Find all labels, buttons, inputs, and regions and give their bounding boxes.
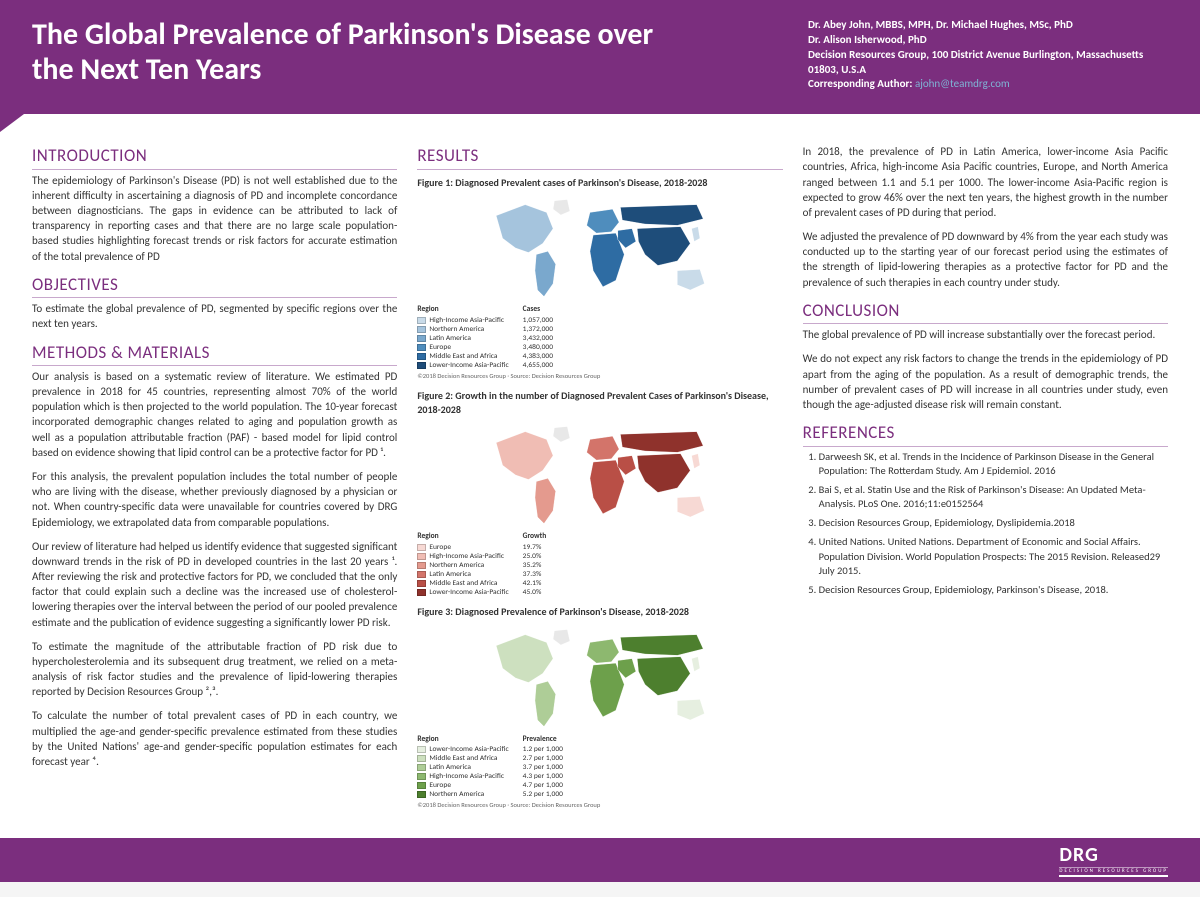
figure-2-map: RegionEuropeHigh-Income Asia-PacificNort… (417, 420, 782, 596)
heading-introduction: INTRODUCTION (32, 144, 397, 169)
organization: Decision Resources Group, 100 District A… (808, 48, 1168, 78)
poster: The Global Prevalence of Parkinson's Dis… (0, 0, 1200, 882)
intro-p1: The epidemiology of Parkinson's Disease … (32, 173, 397, 264)
methods-p5: To calculate the number of total prevale… (32, 708, 397, 769)
map-legend: RegionEuropeHigh-Income Asia-PacificNort… (417, 532, 782, 596)
authors-block: Dr. Abey John, MBBS, MPH, Dr. Michael Hu… (808, 18, 1168, 92)
poster-body: INTRODUCTION The epidemiology of Parkins… (0, 114, 1200, 838)
reference-item: Decision Resources Group, Epidemiology, … (819, 583, 1168, 597)
footer: DRG DECISION RESOURCES GROUP (0, 838, 1200, 882)
figure-3-map: RegionLower-Income Asia-PacificMiddle Ea… (417, 623, 782, 810)
figure-1-caption: Figure 1: Diagnosed Prevalent cases of P… (417, 176, 782, 190)
results-p2: We adjusted the prevalence of PD downwar… (803, 229, 1168, 290)
map-legend: RegionLower-Income Asia-PacificMiddle Ea… (417, 735, 782, 799)
reference-item: United Nations. United Nations. Departme… (819, 535, 1168, 578)
objectives-p1: To estimate the global prevalence of PD,… (32, 301, 397, 331)
poster-title: The Global Prevalence of Parkinson's Dis… (32, 18, 672, 87)
heading-methods: METHODS & MATERIALS (32, 341, 397, 366)
author-email[interactable]: ajohn@teamdrg.com (915, 77, 1010, 90)
column-right: In 2018, the prevalence of PD in Latin A… (803, 144, 1168, 818)
figure-3-caption: Figure 3: Diagnosed Prevalence of Parkin… (417, 605, 782, 619)
results-p1: In 2018, the prevalence of PD in Latin A… (803, 144, 1168, 220)
authors-line-2: Dr. Alison Isherwood, PhD (808, 33, 1168, 48)
methods-p1: Our analysis is based on a systematic re… (32, 369, 397, 460)
heading-results: RESULTS (417, 144, 782, 169)
drg-logo: DRG DECISION RESOURCES GROUP (1059, 843, 1168, 877)
references-list: Darweesh SK, et al. Trends in the Incide… (803, 450, 1168, 598)
heading-conclusion: CONCLUSION (803, 299, 1168, 324)
figure-2-caption: Figure 2: Growth in the number of Diagno… (417, 389, 782, 417)
conclusion-p1: The global prevalence of PD will increas… (803, 327, 1168, 342)
figure-1-map: RegionHigh-Income Asia-PacificNorthern A… (417, 193, 782, 380)
header: The Global Prevalence of Parkinson's Dis… (0, 0, 1200, 114)
heading-references: REFERENCES (803, 421, 1168, 446)
reference-item: Decision Resources Group, Epidemiology, … (819, 516, 1168, 530)
heading-objectives: OBJECTIVES (32, 273, 397, 298)
methods-p4: To estimate the magnitude of the attribu… (32, 639, 397, 700)
column-left: INTRODUCTION The epidemiology of Parkins… (32, 144, 397, 818)
methods-p3: Our review of literature had helped us i… (32, 539, 397, 630)
conclusion-p2: We do not expect any risk factors to cha… (803, 351, 1168, 412)
methods-p2: For this analysis, the prevalent populat… (32, 469, 397, 530)
reference-item: Bai S, et al. Statin Use and the Risk of… (819, 483, 1168, 511)
column-middle: RESULTS Figure 1: Diagnosed Prevalent ca… (417, 144, 782, 818)
authors-line-1: Dr. Abey John, MBBS, MPH, Dr. Michael Hu… (808, 18, 1168, 33)
reference-item: Darweesh SK, et al. Trends in the Incide… (819, 450, 1168, 478)
map-legend: RegionHigh-Income Asia-PacificNorthern A… (417, 305, 782, 369)
corresponding-author: Corresponding Author: ajohn@teamdrg.com (808, 77, 1168, 92)
